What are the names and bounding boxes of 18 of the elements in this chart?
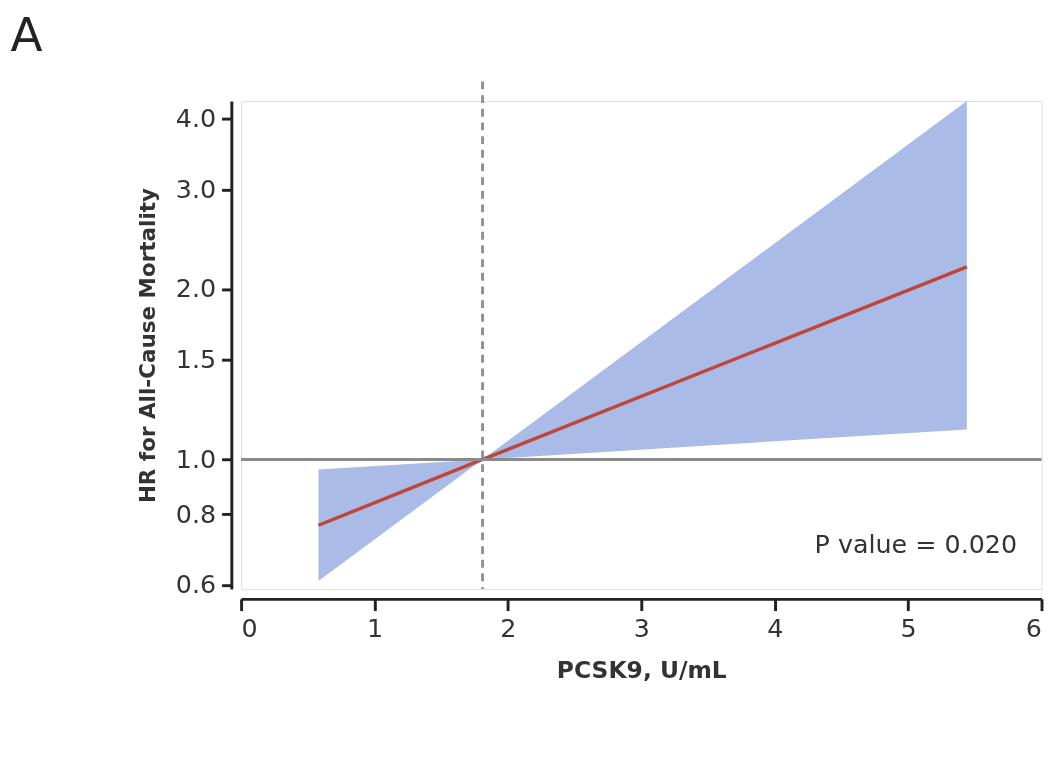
y-tick-label: 0.6 — [175, 569, 217, 600]
annotation: P value = 0.020 — [814, 528, 1018, 559]
chart-title: A — [10, 7, 43, 62]
x-tick-label: 6 — [1025, 613, 1043, 644]
y-tick-label: 1.5 — [175, 344, 217, 375]
x-tick-label: 1 — [366, 613, 384, 644]
y-tick-label: 4.0 — [175, 103, 217, 134]
y-tick-label: 1.0 — [175, 443, 217, 474]
x-tick-label: 4 — [767, 613, 784, 644]
y-axis-title: HR for All-Cause Mortality — [135, 187, 161, 504]
x-tick-label: 2 — [500, 613, 517, 644]
y-tick-label: 2.0 — [175, 273, 217, 304]
x-tick-label: 3 — [633, 613, 650, 644]
y-tick-label: 0.8 — [175, 498, 217, 529]
x-tick-label: 5 — [900, 613, 917, 644]
x-axis-title: PCSK9, U/mL — [556, 656, 727, 685]
x-tick-label: 0 — [241, 613, 258, 644]
y-tick-label: 3.0 — [175, 173, 217, 204]
